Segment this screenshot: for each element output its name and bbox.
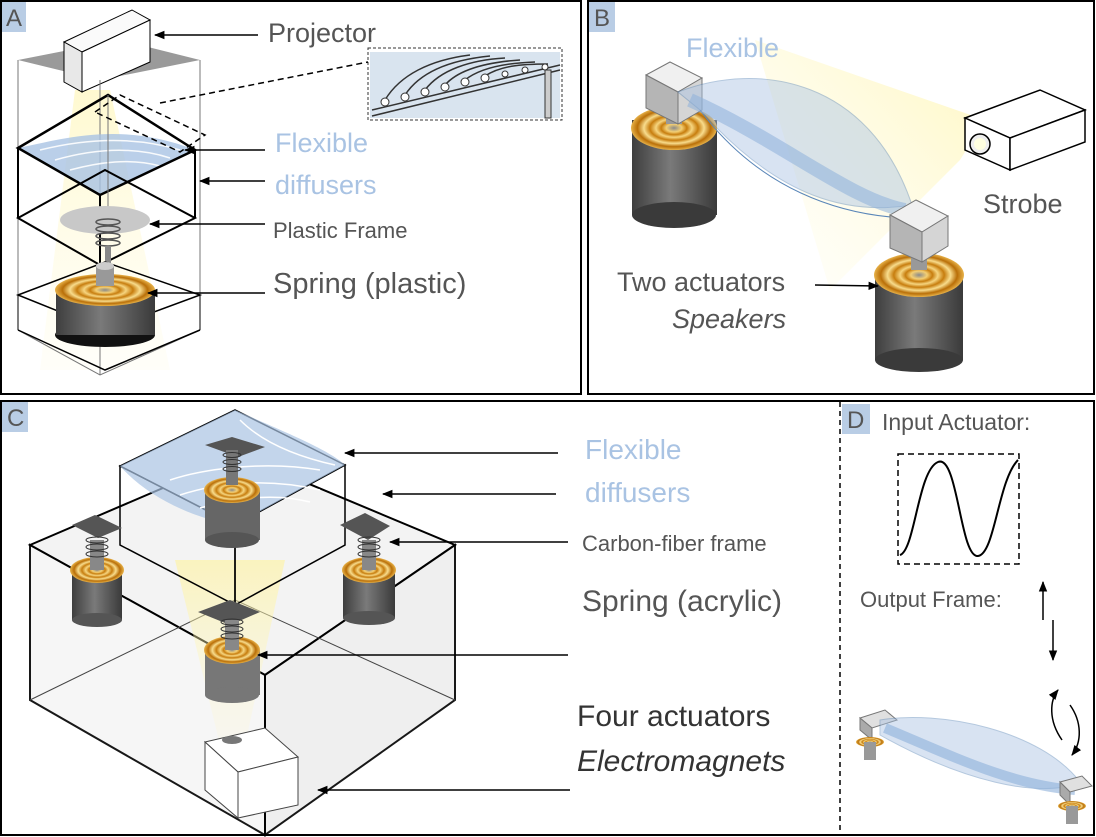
panel-b: B [587,0,1095,395]
actuator-c-right [340,513,396,625]
label-carbon-frame: Carbon-fiber frame [582,531,767,556]
actuator-b-left [631,61,717,228]
actuator-c-front [198,600,260,703]
mini-actuator-left [856,709,899,760]
label-spring-c: Spring (acrylic) [582,585,782,618]
panel-c-letter-bg [2,402,28,432]
projector-c [203,727,300,820]
label-speakers: Speakers [672,304,786,334]
label-two-actuators: Two actuators [617,267,785,297]
label-diffusers-c: diffusers [585,477,690,508]
panel-b-letter: B [594,5,610,32]
panel-a-letter-bg [2,2,26,32]
label-flexible-a: Flexible [275,128,368,158]
lower-frame [15,168,198,267]
diffuser-sheet [18,134,195,195]
panel-a-letter: A [6,5,22,32]
label-plastic-frame: Plastic Frame [273,218,407,243]
label-electromagnets: Electromagnets [577,745,785,778]
input-waveform [899,459,1019,558]
label-projector: Projector [268,18,376,48]
waveform-box [897,453,1020,565]
panel-d-letter-bg [842,404,870,434]
label-flexible-c: Flexible [585,434,681,465]
panel-d-letter: D [847,407,864,434]
panel-a: A [0,0,582,395]
label-four-actuators: Four actuators [577,700,770,733]
panel-c: C [0,400,1095,837]
plastic-frame-disk [60,206,150,234]
actuator-b-right [874,199,964,372]
strobe-light [755,40,985,290]
label-strobe: Strobe [983,189,1063,219]
actuator-a [55,262,155,347]
label-spring-a: Spring (plastic) [273,268,466,300]
label-output-frame: Output Frame: [860,587,1002,612]
actuator-c-left [70,515,124,627]
inset-diffuser-photo [367,47,563,121]
panel-c-letter: C [7,405,24,432]
label-input-actuator: Input Actuator: [882,409,1030,435]
panel-b-letter-bg [589,2,615,32]
label-diffusers-a: diffusers [275,170,377,200]
mini-actuator-right [1058,775,1093,824]
label-flexible-b: Flexible [686,33,779,63]
strobe-box [963,89,1087,172]
actuator-c-top [204,437,265,548]
projector [62,9,152,93]
panel-d: D Input Actuator: Output Frame: [839,402,1093,834]
